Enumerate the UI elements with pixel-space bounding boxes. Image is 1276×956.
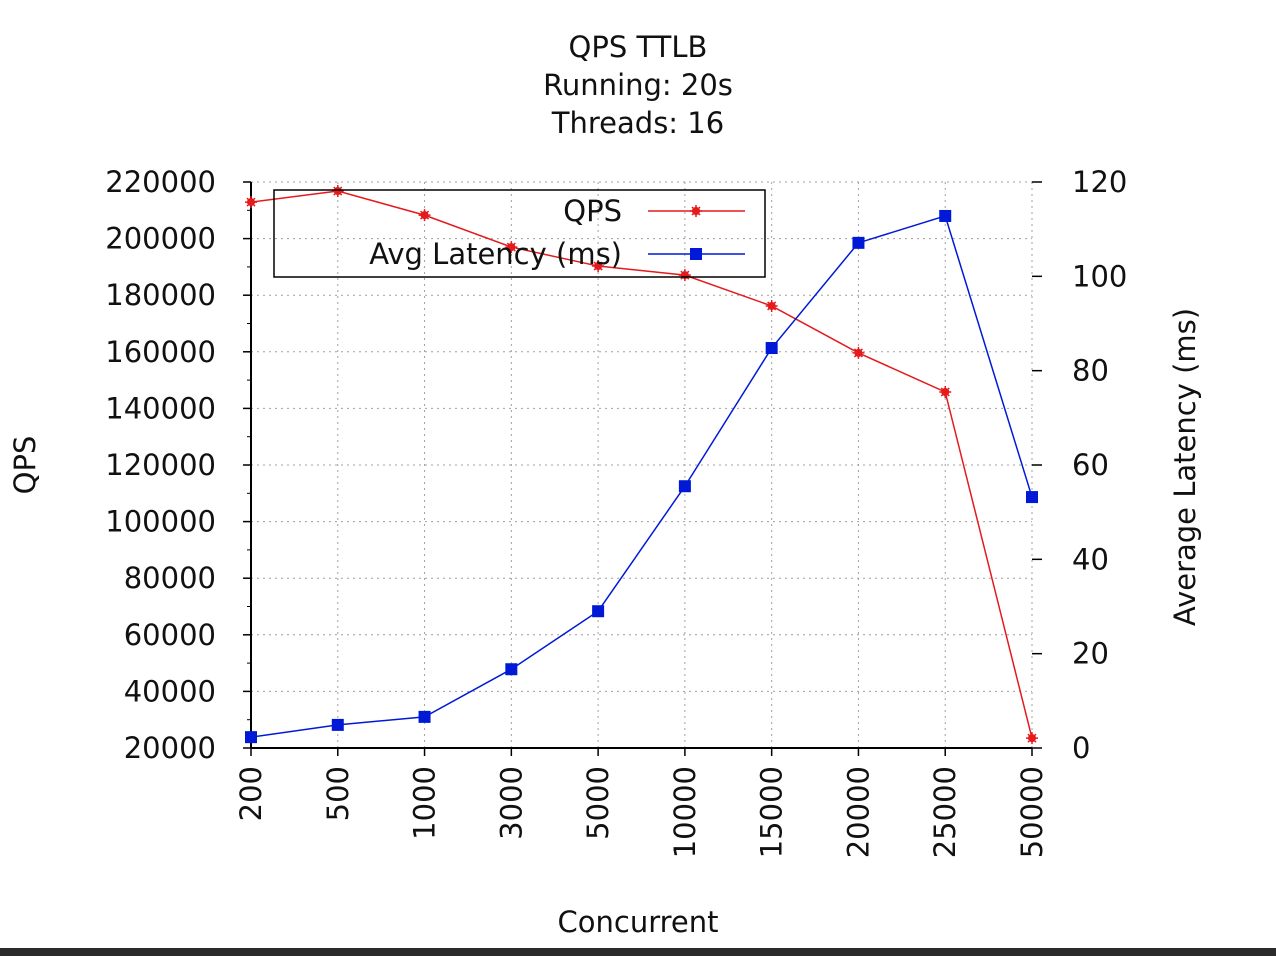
data-point — [418, 209, 431, 222]
x-tick-label: 500 — [321, 766, 355, 821]
y-tick-label: 200000 — [105, 222, 216, 256]
y-tick-label: 80000 — [124, 561, 216, 595]
legend-label: QPS — [563, 194, 622, 228]
y-tick-label: 100000 — [105, 505, 216, 539]
y-tick-label: 40000 — [124, 674, 216, 708]
data-point — [678, 269, 691, 282]
data-point — [505, 663, 518, 676]
legend-label: Avg Latency (ms) — [369, 237, 622, 271]
x-tick-label: 25000 — [928, 766, 962, 858]
y2-tick-label: 0 — [1072, 731, 1090, 765]
data-point — [592, 260, 605, 273]
y-tick-label: 140000 — [105, 391, 216, 425]
data-point — [939, 209, 952, 222]
tick-labels: 2000040000600008000010000012000014000016… — [105, 165, 1127, 858]
data-point — [331, 718, 344, 731]
grid — [250, 181, 1033, 749]
title-line: Running: 20s — [543, 68, 733, 102]
x-axis-label: Concurrent — [558, 905, 719, 939]
x-tick-label: 200 — [234, 766, 268, 821]
series — [245, 185, 1038, 745]
series-line-avg-latency-ms- — [250, 215, 1033, 738]
y-axis-label: QPS — [8, 436, 42, 495]
data-point — [765, 342, 778, 355]
y2-tick-label: 120 — [1072, 165, 1127, 199]
title-line: Threads: 16 — [551, 106, 724, 140]
chart-title: QPS TTLB Running: 20s Threads: 16 — [543, 30, 733, 140]
y-tick-label: 160000 — [105, 335, 216, 369]
data-point — [505, 241, 518, 254]
y-tick-label: 20000 — [124, 731, 216, 765]
data-point — [678, 480, 691, 493]
window-bottom-bar — [0, 948, 1276, 956]
x-tick-label: 5000 — [581, 766, 615, 840]
data-point — [852, 236, 865, 249]
x-tick-label: 50000 — [1015, 766, 1049, 858]
x-tick-label: 1000 — [408, 766, 442, 840]
y-tick-label: 120000 — [105, 448, 216, 482]
x-tick-label: 20000 — [841, 766, 875, 858]
y-tick-label: 220000 — [105, 165, 216, 199]
data-point — [690, 248, 702, 260]
y-tick-label: 180000 — [105, 278, 216, 312]
x-tick-label: 10000 — [668, 766, 702, 858]
legend: QPS Avg Latency (ms) — [273, 189, 766, 278]
y2-tick-label: 40 — [1072, 542, 1109, 576]
title-line: QPS TTLB — [569, 30, 708, 64]
series-line-qps — [250, 190, 1033, 739]
x-tick-label: 15000 — [755, 766, 789, 858]
data-point — [852, 346, 865, 359]
axes — [243, 181, 1042, 756]
legend-box — [273, 189, 766, 278]
data-point — [245, 196, 257, 209]
data-point — [418, 710, 431, 723]
data-point — [690, 205, 702, 217]
y2-tick-label: 60 — [1072, 448, 1109, 482]
y2-tick-label: 80 — [1072, 354, 1109, 388]
data-point — [1026, 732, 1038, 745]
y2-tick-label: 100 — [1072, 259, 1127, 293]
data-point — [939, 385, 952, 398]
y2-axis-label: Average Latency (ms) — [1168, 308, 1202, 626]
y-tick-label: 60000 — [124, 618, 216, 652]
x-tick-label: 3000 — [494, 766, 528, 840]
data-point — [592, 605, 605, 618]
data-point — [245, 731, 257, 744]
y2-tick-label: 20 — [1072, 637, 1109, 671]
data-point — [765, 299, 778, 312]
data-point — [1026, 491, 1038, 504]
data-point — [331, 185, 344, 198]
